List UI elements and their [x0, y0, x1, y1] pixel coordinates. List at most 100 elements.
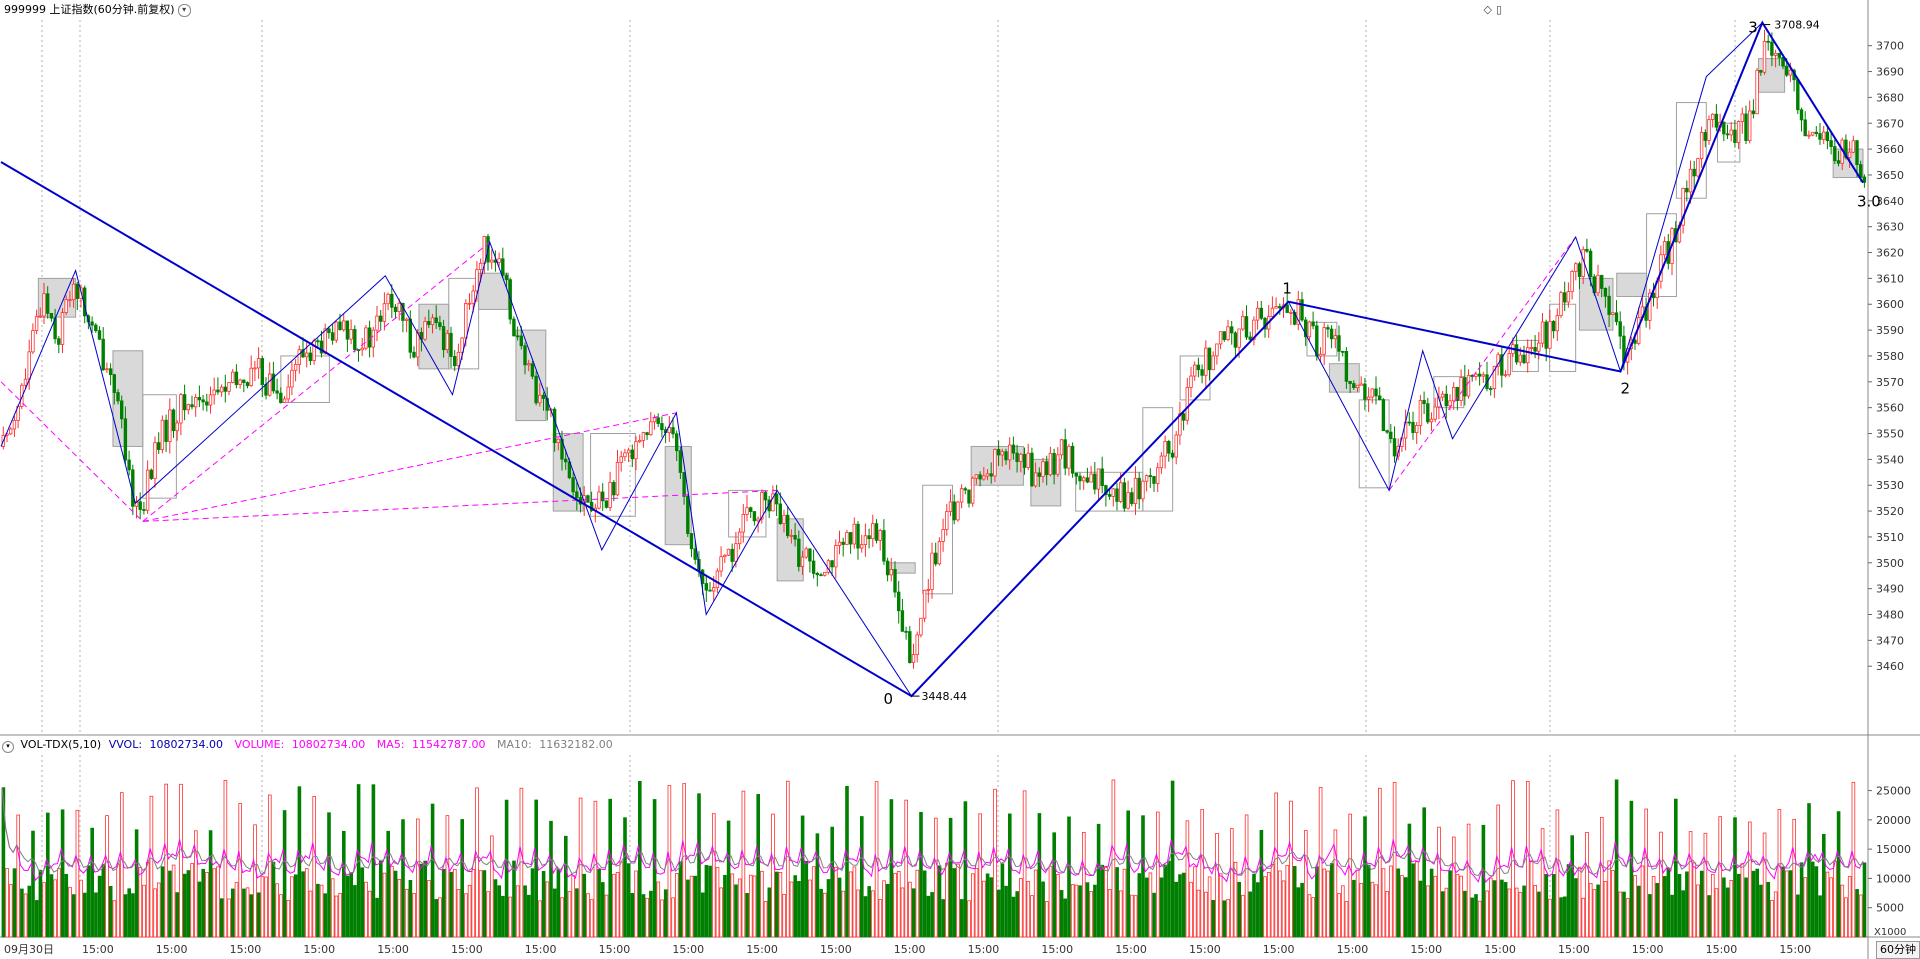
candle-down [612, 482, 616, 496]
candle-up [464, 303, 468, 339]
indicator-header: ▾ VOL-TDX(5,10) VVOL: 10802734.00 VOLUME… [0, 737, 621, 753]
candle-down [1170, 452, 1175, 458]
volume-bar-up [1455, 873, 1460, 938]
volume-bar-down [1799, 862, 1804, 938]
candle-down [1577, 263, 1582, 277]
volume-bar-up [338, 892, 342, 938]
chevron-down-icon[interactable]: ▾ [177, 3, 191, 17]
candle-down [441, 326, 446, 351]
volume-bar-down [1085, 882, 1090, 938]
volume-bar-down [826, 879, 831, 938]
volume-bar-up [1133, 895, 1138, 938]
volume-bar-up [1082, 831, 1086, 938]
candle-up [179, 394, 183, 424]
volume-bar-down [985, 873, 990, 938]
volume-bar-down [60, 809, 65, 938]
volume-bar-up [604, 894, 609, 938]
vvol-label: VVOL: [108, 738, 143, 751]
candle-up [538, 394, 542, 404]
volume-bar-down [552, 888, 557, 938]
volume-bar-up [893, 872, 897, 938]
volume-bar-down [1222, 900, 1227, 938]
indicator-dropdown-icon[interactable]: ▾ [2, 741, 14, 753]
volume-bar-up [1381, 868, 1386, 938]
volume-bar-down [601, 882, 605, 938]
volume-bar-down [1463, 890, 1467, 938]
candle-up [1089, 473, 1093, 483]
volume-bar-up [1444, 887, 1449, 938]
volume-bar-up [1548, 898, 1552, 938]
candle-down [1588, 250, 1593, 278]
volume-bar-down [64, 873, 69, 938]
diamond-icon[interactable]: ◇ [1483, 3, 1492, 16]
volume-bar-up [1777, 808, 1782, 938]
candle-up [1370, 388, 1374, 398]
candle-down [1426, 403, 1430, 423]
candle-up [608, 482, 612, 508]
volume-bar-up [1592, 889, 1597, 938]
volume-bar-up [79, 879, 83, 938]
period-label[interactable]: 60分钟 [1876, 941, 1920, 959]
candle-down [1829, 140, 1833, 147]
volume-bar-down [756, 794, 760, 938]
candle-up [1851, 140, 1855, 153]
volume-bar-down [527, 894, 531, 938]
candle-up [878, 530, 882, 541]
volume-bar-up [112, 900, 117, 938]
candle-up [404, 318, 409, 321]
volume-bar-up [1607, 860, 1612, 938]
volume-bar-up [752, 875, 757, 938]
candle-down [1148, 475, 1152, 478]
candle-up [926, 588, 930, 591]
candle-down [1785, 65, 1789, 76]
top-right-toolbar: ◇ ▯ [1479, 3, 1502, 16]
candle-up [1333, 335, 1337, 340]
candle-up [219, 386, 224, 393]
ma10-label: MA10: [497, 738, 532, 751]
volume-bar-up [1859, 894, 1863, 938]
candle-down [848, 532, 853, 545]
volume-bar-up [279, 894, 283, 938]
candle-up [626, 449, 631, 454]
volume-bar-down [948, 817, 953, 938]
volume-bar-up [589, 899, 594, 938]
candle-up [1540, 321, 1545, 344]
candle-up [974, 474, 979, 479]
volume-bar-up [1185, 820, 1190, 938]
volume-bar-down [401, 819, 405, 938]
volume-bar-down [449, 871, 453, 938]
candle-up [1059, 439, 1064, 456]
candle-down [264, 384, 268, 396]
volume-bar-up [763, 901, 768, 938]
vvol-value: 10802734.00 [149, 738, 224, 751]
volume-bar-up [467, 884, 472, 938]
volume-bar-up [1326, 870, 1330, 938]
candle-up [937, 541, 942, 565]
volume-bar-down [767, 887, 772, 938]
volume-bar-up [619, 861, 624, 938]
volume-bar-down [482, 870, 487, 938]
volume-bar-down [734, 884, 738, 938]
candle-down [275, 390, 279, 394]
price-tick-label: 3580 [1876, 350, 1904, 363]
volume-bar-down [341, 830, 346, 938]
volume-bar-down [797, 881, 801, 938]
candle-down [378, 315, 383, 322]
volume-bar-up [1348, 813, 1353, 938]
volume-bar-up [212, 868, 217, 938]
panel-icon[interactable]: ▯ [1495, 3, 1502, 16]
volume-bar-up [1792, 818, 1797, 938]
candle-down [438, 322, 442, 327]
candle-down [101, 338, 105, 371]
volume-bar-up [1829, 877, 1834, 938]
volume-bar-down [27, 885, 32, 938]
candle-up [1773, 52, 1778, 56]
candle-up [323, 328, 327, 354]
candle-down [120, 400, 124, 420]
volume-bar-down [493, 879, 498, 938]
candle-up [1570, 271, 1574, 292]
candle-down [897, 591, 901, 612]
candle-down [1607, 295, 1611, 315]
candle-up [60, 312, 65, 345]
